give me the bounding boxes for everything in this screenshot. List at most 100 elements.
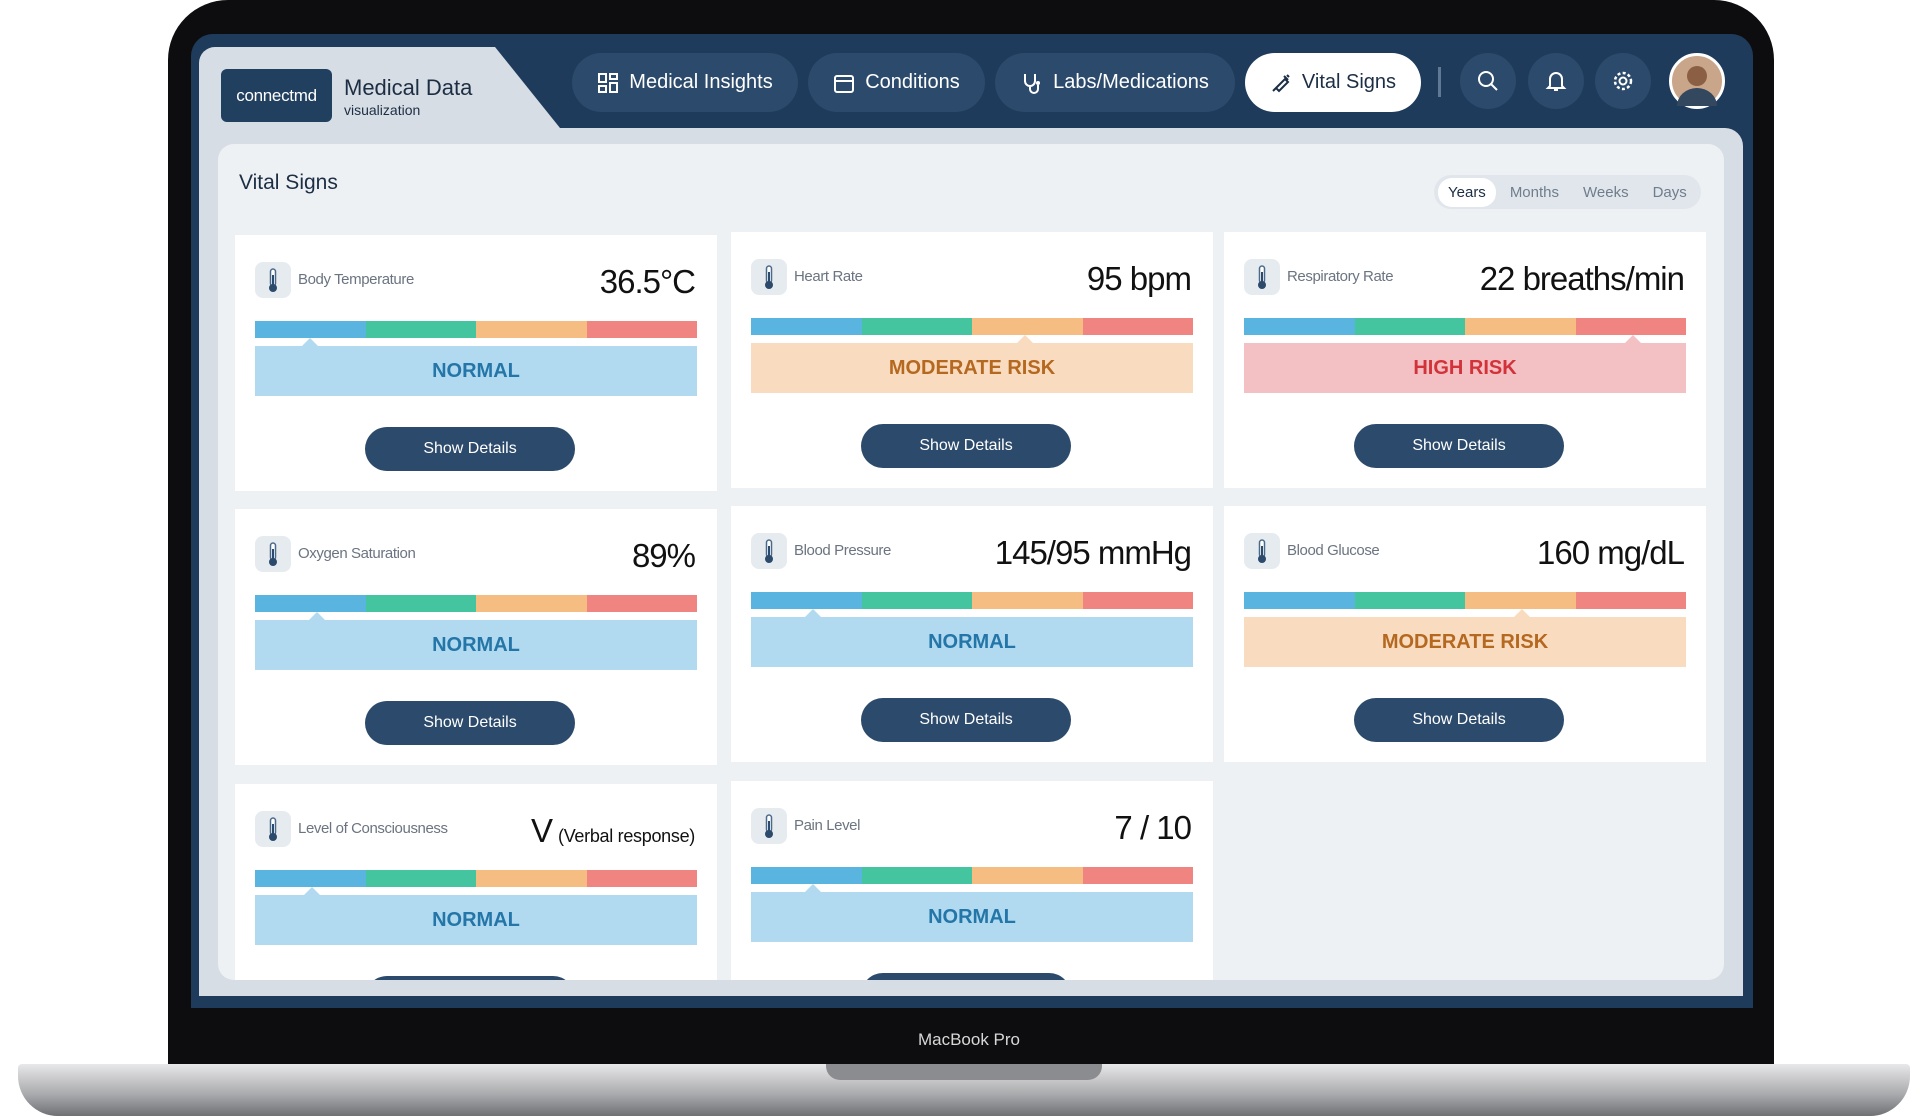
range-bar xyxy=(751,318,1193,335)
vital-label: Blood Pressure xyxy=(794,542,891,559)
vital-value-row: 7 / 10 xyxy=(1114,809,1192,847)
show-details-button[interactable]: Show Details xyxy=(365,701,575,745)
vital-card: Level of Consciousness V (Verbal response)… xyxy=(235,784,717,980)
content: Vital Signs Years Months Weeks Days Body Te… xyxy=(218,144,1724,980)
icon xyxy=(1024,73,1041,94)
vital-value: 160 mg/dL xyxy=(1537,534,1685,571)
vital-value: 7 / 10 xyxy=(1114,809,1192,846)
notifications-button[interactable] xyxy=(1528,53,1584,109)
vital-icon xyxy=(1244,259,1280,295)
show-details-button[interactable]: Show Details xyxy=(1354,698,1564,742)
vital-card: Respiratory Rate 22 breaths/min HIGH RISK S… xyxy=(1224,232,1706,488)
show-details-button[interactable]: Show Details xyxy=(365,427,575,471)
range-zone xyxy=(1465,592,1576,609)
vital-value: 89% xyxy=(631,537,696,574)
range-zone xyxy=(751,867,862,884)
range-zone xyxy=(1082,592,1193,609)
show-details-button[interactable]: Show Details xyxy=(861,973,1071,980)
range-marker xyxy=(804,609,821,617)
vital-label: Heart Rate xyxy=(794,268,863,285)
status-badge: NORMAL xyxy=(751,892,1193,942)
range-zone xyxy=(365,321,476,338)
divider xyxy=(1438,67,1441,97)
nav-label: Labs/Medications xyxy=(1053,71,1209,93)
vital-icon xyxy=(255,262,291,298)
range-zone xyxy=(1354,318,1465,335)
filter-option[interactable]: Weeks xyxy=(1583,183,1629,201)
vital-value-row: V (Verbal response) xyxy=(531,812,695,850)
range-zone xyxy=(1575,318,1686,335)
vital-value-row: 160 mg/dL xyxy=(1537,534,1685,572)
laptop-notch xyxy=(826,1064,1102,1080)
nav-item[interactable]: Medical Insights xyxy=(572,53,798,112)
vital-label: Oxygen Saturation xyxy=(298,545,416,562)
range-bar xyxy=(1244,592,1686,609)
range-bar xyxy=(255,595,697,612)
avatar[interactable] xyxy=(1669,53,1725,109)
nav-item-active[interactable]: Vital Signs xyxy=(1245,53,1421,112)
show-details-button[interactable]: Show Details xyxy=(365,976,575,980)
nav-item[interactable]: Labs/Medications xyxy=(995,53,1235,112)
vital-label: Pain Level xyxy=(794,817,861,834)
range-bar xyxy=(751,867,1193,884)
logo[interactable]: connectmd xyxy=(221,69,332,122)
show-details-button[interactable]: Show Details xyxy=(861,698,1071,742)
vital-icon xyxy=(255,536,291,572)
vital-icon xyxy=(1244,533,1280,569)
vital-value-row: 95 bpm xyxy=(1086,260,1192,298)
vital-value: 22 breaths/min xyxy=(1479,260,1685,297)
range-marker xyxy=(804,884,821,892)
range-zone xyxy=(861,318,972,335)
range-zone xyxy=(586,595,697,612)
range-zone xyxy=(586,321,697,338)
vital-value: 95 bpm xyxy=(1086,260,1192,297)
range-zone xyxy=(365,870,476,887)
range-marker xyxy=(304,887,321,895)
search-button[interactable] xyxy=(1460,53,1516,109)
show-details-button[interactable]: Show Details xyxy=(861,424,1071,468)
status-badge: MODERATE RISK xyxy=(1244,617,1686,667)
range-zone xyxy=(365,595,476,612)
status-badge: NORMAL xyxy=(751,617,1193,667)
range-zone xyxy=(476,321,587,338)
range-zone xyxy=(751,318,862,335)
vital-card: Heart Rate 95 bpm MODERATE RISK Show Detail… xyxy=(731,232,1213,488)
range-zone xyxy=(1354,592,1465,609)
vital-icon xyxy=(751,808,787,844)
range-zone xyxy=(972,592,1083,609)
range-zone xyxy=(972,318,1083,335)
status-badge: MODERATE RISK xyxy=(751,343,1193,393)
icon xyxy=(598,72,619,93)
vital-label: Level of Consciousness xyxy=(298,820,448,837)
icon xyxy=(834,74,855,93)
vital-card: Blood Glucose 160 mg/dL MODERATE RISK Show … xyxy=(1224,506,1706,762)
vital-icon xyxy=(255,811,291,847)
range-zone xyxy=(476,595,587,612)
range-zone xyxy=(751,592,862,609)
status-badge: NORMAL xyxy=(255,620,697,670)
filter-option[interactable]: Days xyxy=(1652,183,1687,201)
range-zone xyxy=(1575,592,1686,609)
range-zone xyxy=(476,870,587,887)
range-zone xyxy=(255,870,366,887)
range-zone xyxy=(861,867,972,884)
range-zone xyxy=(255,595,366,612)
page-title: Vital Signs xyxy=(239,171,338,194)
settings-button[interactable] xyxy=(1595,53,1651,109)
vital-value-row: 22 breaths/min xyxy=(1479,260,1685,298)
nav-label: Medical Insights xyxy=(629,71,773,93)
range-bar xyxy=(751,592,1193,609)
show-details-button[interactable]: Show Details xyxy=(1354,424,1564,468)
nav-item[interactable]: Conditions xyxy=(808,53,985,112)
vital-value: 145/95 mmHg xyxy=(994,534,1192,571)
range-marker xyxy=(1017,335,1034,343)
range-marker xyxy=(302,338,319,346)
range-marker xyxy=(1514,609,1531,617)
range-bar xyxy=(255,321,697,338)
filter-option[interactable]: Years xyxy=(1438,177,1496,207)
vital-card: Blood Pressure 145/95 mmHg NORMAL Show Deta… xyxy=(731,506,1213,762)
vital-value-row: 89% xyxy=(631,537,696,575)
filter-option[interactable]: Months xyxy=(1509,183,1560,201)
vital-card: Oxygen Saturation 89% NORMAL Show Details xyxy=(235,509,717,765)
